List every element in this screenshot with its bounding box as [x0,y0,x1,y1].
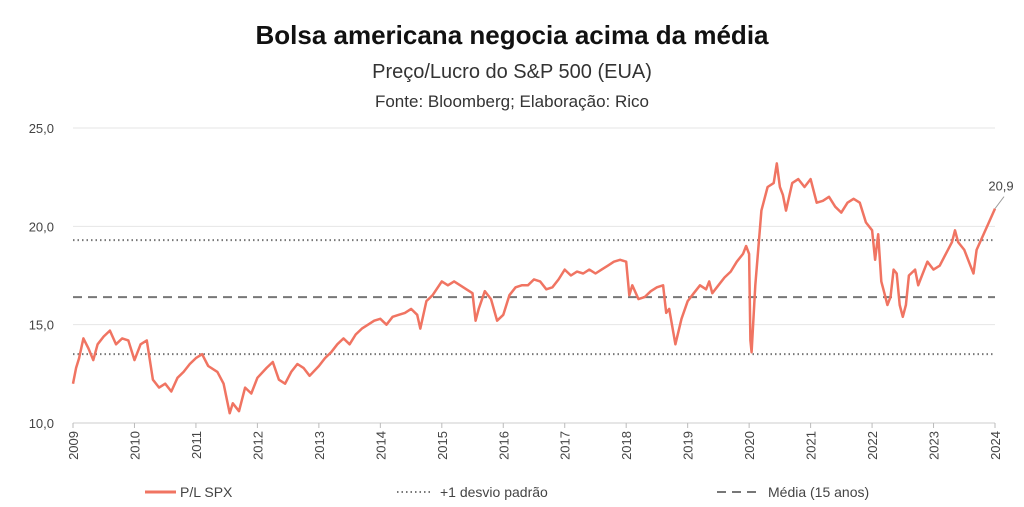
legend-label-std: +1 desvio padrão [440,484,548,500]
x-tick-label: 2023 [927,431,942,460]
chart-subtitle: Preço/Lucro do S&P 500 (EUA) [372,61,652,83]
x-tick-label: 2022 [865,431,880,460]
x-tick-label: 2012 [250,431,265,460]
y-tick-label: 10,0 [29,416,54,431]
x-tick-label: 2018 [619,431,634,460]
pe-spx-series-line [71,162,997,415]
x-tick-label: 2011 [189,431,204,459]
legend-label-pe: P/L SPX [180,484,233,500]
x-tick-label: 2016 [496,431,511,460]
y-tick-label: 25,0 [29,121,54,136]
x-tick-label: 2024 [988,431,1003,460]
x-tick-label: 2009 [66,431,81,460]
last-value-label: 20,9 [988,179,1013,194]
y-tick-label: 20,0 [29,219,54,234]
y-tick-label: 15,0 [29,318,54,333]
x-tick-label: 2013 [312,431,327,460]
x-tick-label: 2019 [681,431,696,460]
x-tick-label: 2015 [435,431,450,460]
chart-source: Fonte: Bloomberg; Elaboração: Rico [374,92,650,111]
last-value-leader [994,196,1005,209]
x-tick-label: 2010 [127,431,142,460]
x-tick-label: 2020 [742,431,757,460]
chart-title: Bolsa americana negocia acima da média [255,20,769,50]
x-tick-label: 2014 [373,431,388,460]
x-tick-label: 2017 [558,431,573,460]
x-tick-label: 2021 [804,431,819,460]
legend-label-mean: Média (15 anos) [768,484,869,500]
